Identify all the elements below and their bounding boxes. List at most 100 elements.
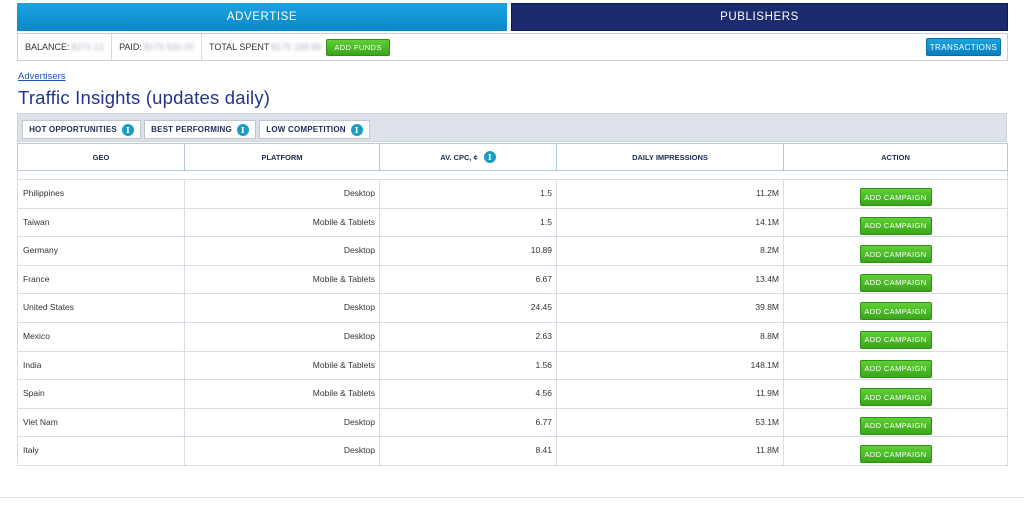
cell-geo: Italy: [17, 436, 185, 466]
cell-action: ADD CAMPAIGN: [783, 179, 1008, 209]
breadcrumb-advertisers[interactable]: Advertisers: [18, 71, 66, 82]
cell-action: ADD CAMPAIGN: [783, 436, 1008, 466]
spacer-cell: [17, 170, 1008, 180]
add-campaign-button[interactable]: ADD CAMPAIGN: [859, 445, 932, 464]
cell-action: ADD CAMPAIGN: [783, 379, 1008, 409]
cell-action: ADD CAMPAIGN: [783, 293, 1008, 323]
tab-label: BEST PERFORMING: [151, 125, 232, 134]
add-campaign-button[interactable]: ADD CAMPAIGN: [859, 388, 932, 407]
balance-item: BALANCE: $371.12: [18, 34, 113, 60]
cell-impressions: 14.1M: [556, 207, 784, 238]
cell-platform: Mobile & Tablets: [184, 207, 380, 238]
cell-geo: Taiwan: [17, 207, 185, 238]
tab-low-competition[interactable]: LOW COMPETITION i: [259, 120, 370, 139]
cell-platform: Desktop: [184, 293, 380, 323]
cell-platform: Desktop: [184, 407, 380, 438]
cell-cpc: 2.63: [379, 321, 557, 352]
add-campaign-button[interactable]: ADD CAMPAIGN: [859, 302, 932, 321]
table-row: France Mobile & Tablets 6.67 13.4M ADD C…: [17, 264, 1008, 295]
cell-platform: Desktop: [184, 236, 380, 266]
tab-hot-opportunities[interactable]: HOT OPPORTUNITIES i: [22, 120, 141, 139]
paid-item: PAID: $175 530.00: [112, 34, 202, 60]
cell-cpc: 1.5: [379, 207, 557, 238]
cell-impressions: 11.8M: [556, 436, 784, 466]
transactions-button[interactable]: TRANSACTIONS: [926, 38, 1001, 56]
add-campaign-button[interactable]: ADD CAMPAIGN: [859, 216, 932, 235]
tab-best-performing[interactable]: BEST PERFORMING i: [144, 120, 256, 139]
table-header-row: GEO PLATFORM AV. CPC, ¢ i DAILY IMPRESSI…: [17, 143, 1008, 171]
cell-impressions: 39.8M: [556, 293, 784, 323]
info-icon[interactable]: i: [236, 123, 249, 136]
table-row: Taiwan Mobile & Tablets 1.5 14.1M ADD CA…: [17, 207, 1008, 238]
table-spacer: [17, 170, 1008, 180]
cell-cpc: 6.67: [379, 264, 557, 295]
cell-cpc: 4.56: [379, 379, 557, 409]
add-campaign-button[interactable]: ADD CAMPAIGN: [859, 188, 932, 206]
cell-impressions: 11.2M: [556, 179, 784, 209]
total-spent-label: TOTAL SPENT: [208, 42, 270, 52]
page-title: Traffic Insights (updates daily): [18, 87, 271, 108]
cell-impressions: 8.8M: [556, 321, 784, 352]
insights-table: GEO PLATFORM AV. CPC, ¢ i DAILY IMPRESSI…: [17, 143, 1008, 466]
tab-label: HOT OPPORTUNITIES: [29, 125, 117, 134]
add-funds-button[interactable]: ADD FUNDS: [326, 38, 390, 56]
table-row: Spain Mobile & Tablets 4.56 11.9M ADD CA…: [17, 379, 1008, 409]
total-spent-item: TOTAL SPENT $175 158.88 ADD FUNDS: [202, 34, 397, 60]
cell-platform: Desktop: [184, 436, 380, 466]
table-row: Viet Nam Desktop 6.77 53.1M ADD CAMPAIGN: [17, 407, 1008, 438]
top-navigation: ADVERTISE PUBLISHERS: [17, 3, 1008, 31]
insights-tabbar: HOT OPPORTUNITIES i BEST PERFORMING i LO…: [17, 113, 1007, 142]
nav-tab-advertise[interactable]: ADVERTISE: [17, 3, 507, 31]
add-campaign-button[interactable]: ADD CAMPAIGN: [859, 245, 932, 264]
cell-action: ADD CAMPAIGN: [783, 321, 1008, 352]
cell-geo: Philippines: [17, 179, 185, 209]
cell-action: ADD CAMPAIGN: [783, 350, 1008, 381]
cell-impressions: 8.2M: [556, 236, 784, 266]
cell-geo: United States: [17, 293, 185, 323]
add-campaign-button[interactable]: ADD CAMPAIGN: [859, 359, 932, 378]
cell-action: ADD CAMPAIGN: [783, 264, 1008, 295]
cell-cpc: 8.41: [379, 436, 557, 466]
cell-platform: Mobile & Tablets: [184, 379, 380, 409]
cell-geo: Mexico: [17, 321, 185, 352]
balance-label: BALANCE:: [25, 42, 70, 52]
cell-platform: Desktop: [184, 179, 380, 209]
info-icon[interactable]: i: [121, 123, 134, 136]
cell-impressions: 148.1M: [556, 350, 784, 381]
cell-geo: India: [17, 350, 185, 381]
column-header-action: ACTION: [783, 143, 1008, 171]
footer-divider: [0, 497, 1024, 498]
cell-impressions: 13.4M: [556, 264, 784, 295]
cell-platform: Mobile & Tablets: [184, 264, 380, 295]
cell-geo: France: [17, 264, 185, 295]
cell-impressions: 53.1M: [556, 407, 784, 438]
cell-action: ADD CAMPAIGN: [783, 207, 1008, 238]
column-header-impressions[interactable]: DAILY IMPRESSIONS: [556, 143, 784, 171]
column-header-cpc-label: AV. CPC, ¢: [440, 152, 478, 162]
cell-cpc: 6.77: [379, 407, 557, 438]
cell-action: ADD CAMPAIGN: [783, 236, 1008, 266]
column-header-geo[interactable]: GEO: [17, 143, 185, 171]
cell-geo: Viet Nam: [17, 407, 185, 438]
column-header-cpc[interactable]: AV. CPC, ¢ i: [379, 143, 557, 171]
info-icon[interactable]: i: [483, 151, 496, 163]
cell-cpc: 1.56: [379, 350, 557, 381]
paid-value: $175 530.00: [143, 42, 194, 52]
column-header-platform[interactable]: PLATFORM: [184, 143, 380, 171]
tab-label: LOW COMPETITION: [266, 125, 346, 134]
balance-bar: BALANCE: $371.12 PAID: $175 530.00 TOTAL…: [17, 33, 1008, 61]
table-row: Philippines Desktop 1.5 11.2M ADD CAMPAI…: [17, 179, 1008, 209]
cell-platform: Desktop: [184, 321, 380, 352]
paid-label: PAID:: [119, 42, 142, 52]
table-row: United States Desktop 24.45 39.8M ADD CA…: [17, 293, 1008, 323]
add-campaign-button[interactable]: ADD CAMPAIGN: [859, 330, 932, 349]
table-row: Mexico Desktop 2.63 8.8M ADD CAMPAIGN: [17, 321, 1008, 352]
cell-platform: Mobile & Tablets: [184, 350, 380, 381]
cell-action: ADD CAMPAIGN: [783, 407, 1008, 438]
add-campaign-button[interactable]: ADD CAMPAIGN: [859, 273, 932, 292]
nav-tab-publishers[interactable]: PUBLISHERS: [511, 3, 1008, 31]
cell-cpc: 1.5: [379, 179, 557, 209]
add-campaign-button[interactable]: ADD CAMPAIGN: [859, 416, 932, 435]
cell-geo: Germany: [17, 236, 185, 266]
info-icon[interactable]: i: [350, 123, 363, 136]
